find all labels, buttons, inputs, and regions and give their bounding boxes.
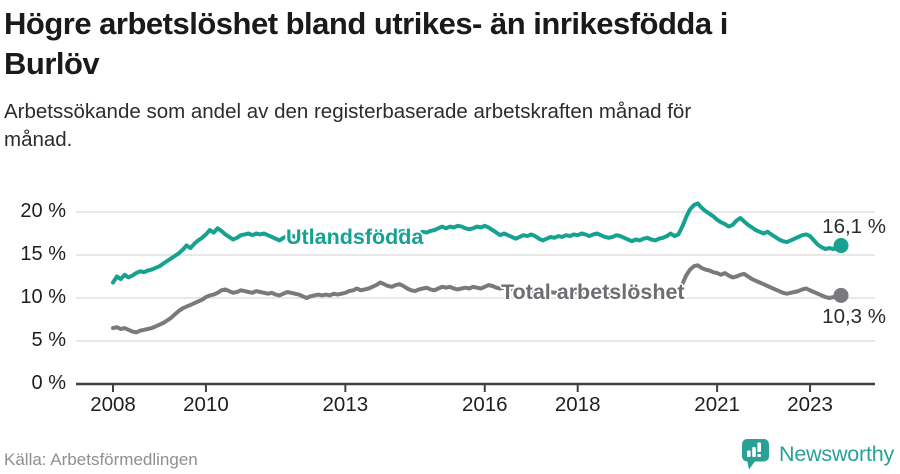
series-label-utlandsfodda: Utlandsfödda bbox=[286, 225, 424, 249]
chart-subtitle-line-2: månad. bbox=[4, 128, 73, 151]
header: Högre arbetslöshet bland utrikes- än inr… bbox=[4, 4, 728, 154]
newsworthy-speech-bubble-bar-chart-icon bbox=[742, 439, 769, 470]
series-end-dot-total bbox=[833, 287, 849, 303]
x-axis-label: 2023 bbox=[787, 393, 833, 416]
series-line-utlandsfodda bbox=[111, 201, 843, 285]
x-axis-label: 2013 bbox=[322, 393, 369, 416]
series-label-total: Total arbetslöshet bbox=[501, 280, 685, 304]
page-title-line-2: Burlöv bbox=[4, 46, 100, 81]
y-axis-label: 0 % bbox=[31, 372, 66, 394]
y-axis-label: 5 % bbox=[31, 329, 66, 351]
chart-subtitle-line-1: Arbetssökande som andel av den registerb… bbox=[4, 100, 692, 123]
brand-name: Newsworthy bbox=[779, 442, 895, 466]
x-axis-label: 2016 bbox=[461, 393, 508, 416]
page-title-line-1: Högre arbetslöshet bland utrikes- än inr… bbox=[4, 6, 728, 41]
source-note: Källa: Arbetsförmedlingen bbox=[4, 450, 198, 469]
y-axis-label: 20 % bbox=[20, 200, 66, 222]
x-axis-label: 2008 bbox=[90, 393, 136, 416]
end-value-utlandsfodda: 16,1 % bbox=[822, 215, 886, 238]
newsworthy-logo: Newsworthy bbox=[741, 438, 894, 471]
end-value-total: 10,3 % bbox=[822, 305, 886, 328]
x-axis-label: 2021 bbox=[694, 393, 740, 416]
y-axis-label: 10 % bbox=[20, 286, 66, 308]
x-axis-label: 2010 bbox=[183, 393, 229, 416]
x-axis-label: 2018 bbox=[554, 393, 601, 416]
series-end-dot-utlandsfodda bbox=[833, 238, 849, 254]
y-axis-label: 15 % bbox=[20, 243, 66, 265]
series-line-total bbox=[111, 263, 843, 335]
